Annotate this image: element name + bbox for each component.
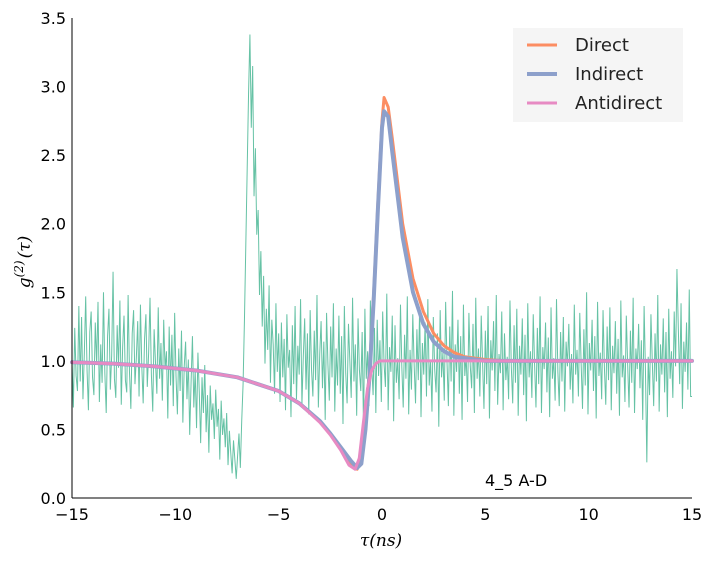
- y-tick-label: 3.5: [41, 9, 66, 28]
- x-tick-label: 15: [682, 505, 702, 524]
- legend-label-direct: Direct: [575, 35, 629, 56]
- x-tick-label: 5: [480, 505, 490, 524]
- y-axis-label-sup: (2): [12, 260, 26, 277]
- x-tick-label: −15: [55, 505, 89, 524]
- y-tick-label: 1.0: [41, 352, 66, 371]
- axes: [71, 18, 692, 499]
- x-tick-label: 10: [578, 505, 598, 524]
- series-line-antidirect: [70, 359, 694, 471]
- legend: Direct Indirect Antidirect: [513, 28, 683, 122]
- y-tick-label: 2.0: [41, 215, 66, 234]
- x-axis-label: τ(ns): [360, 531, 402, 551]
- y-tick-label: 0.0: [41, 489, 66, 508]
- measured-data-layer: [71, 34, 692, 479]
- x-tick-label: −10: [158, 505, 192, 524]
- x-tick-labels: −15 −10 −5 0 5 10 15: [55, 505, 702, 524]
- measured-data-line: [71, 34, 692, 479]
- plot-area: [70, 34, 694, 479]
- y-axis-label-base: g: [15, 277, 35, 288]
- series-line-indirect: [70, 109, 694, 470]
- x-tick-label: −5: [267, 505, 291, 524]
- legend-label-indirect: Indirect: [575, 64, 643, 85]
- annotation-label: 4_5 A-D: [485, 471, 547, 491]
- y-tick-labels: 0.0 0.5 1.0 1.5 2.0 2.5 3.0 3.5: [41, 9, 66, 508]
- fit-series-layer: [70, 96, 694, 471]
- svg-text:g(2)(τ): g(2)(τ): [12, 236, 35, 289]
- x-tick-label: 0: [377, 505, 387, 524]
- y-axis-label-arg: (τ): [15, 236, 35, 259]
- y-tick-label: 1.5: [41, 283, 66, 302]
- legend-label-antidirect: Antidirect: [575, 93, 662, 114]
- y-tick-label: 3.0: [41, 78, 66, 97]
- y-tick-label: 2.5: [41, 146, 66, 165]
- y-axis-label: g(2)(τ): [12, 236, 35, 289]
- y-tick-label: 0.5: [41, 420, 66, 439]
